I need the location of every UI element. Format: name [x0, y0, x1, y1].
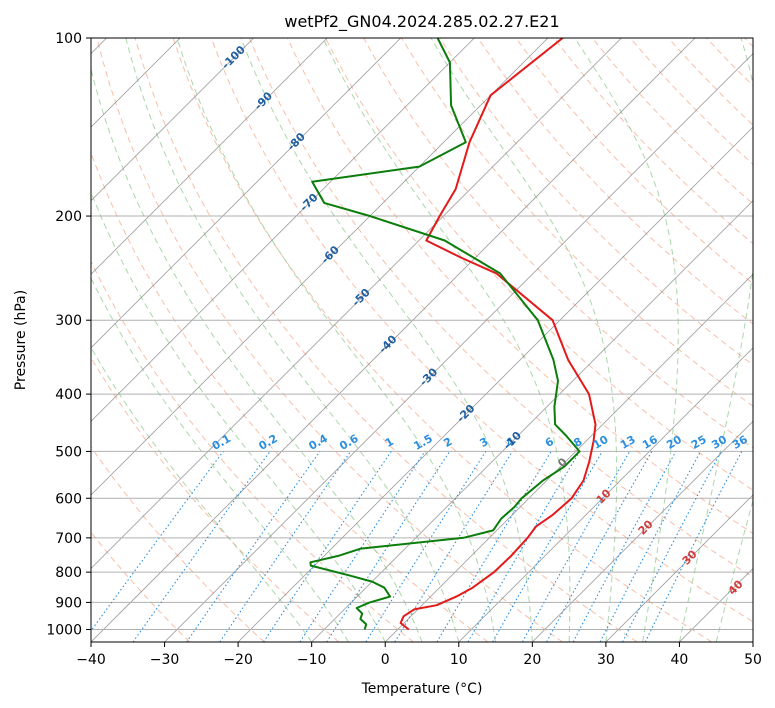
- x-tick-label: −40: [76, 652, 106, 668]
- mixing-ratio-line: [263, 451, 392, 642]
- y-tick-label: 400: [55, 387, 82, 403]
- data-layer: [309, 38, 597, 631]
- mixing-ratio-line: [186, 451, 321, 642]
- dry-adiabat-line: [210, 38, 753, 623]
- isotherm-line: [91, 38, 549, 496]
- isotherm-line: [91, 38, 696, 642]
- y-tick-label: 100: [55, 31, 82, 47]
- dewpoint-profile-line: [309, 38, 581, 630]
- isotherm-line: [384, 273, 753, 642]
- isotherm-line: [311, 200, 753, 642]
- moist-adiabat-line: [322, 38, 571, 642]
- y-tick-label: 1000: [46, 622, 82, 638]
- isotherm-line: [91, 38, 402, 349]
- moist-adiabat-line: [240, 38, 533, 642]
- x-tick-label: −10: [297, 652, 327, 668]
- dry-adiabat-line: [96, 38, 563, 642]
- moist-adiabat-line: [91, 67, 423, 642]
- mixing-ratio-line: [132, 451, 271, 642]
- isotherm-line: [91, 38, 622, 570]
- y-tick-label: 200: [55, 209, 82, 225]
- moist-adiabat-line: [125, 38, 460, 642]
- x-tick-label: 30: [597, 652, 615, 668]
- mixing-ratio-line: [394, 451, 513, 642]
- moist-adiabat-line: [430, 38, 618, 642]
- mixing-ratio-line: [572, 451, 677, 642]
- y-tick-label: 800: [55, 565, 82, 581]
- isotherm-line: [605, 494, 753, 642]
- dry-adiabat-line: [134, 38, 638, 642]
- dry-adiabat-line: [91, 260, 414, 642]
- isotherm-line: [91, 38, 328, 275]
- mixing-ratio-line: [91, 451, 224, 632]
- y-tick-label: 300: [55, 313, 82, 329]
- dry-adiabat-line: [325, 38, 753, 491]
- moist-adiabat-line: [176, 38, 497, 642]
- moist-adiabat-line: [715, 498, 753, 642]
- x-tick-label: 40: [671, 652, 689, 668]
- chart-title: wetPf2_GN04.2024.285.02.27.E21: [284, 12, 559, 32]
- x-axis-title: Temperature (°C): [361, 681, 483, 697]
- y-tick-label: 700: [55, 531, 82, 547]
- moist-adiabat-line: [91, 190, 386, 642]
- moist-adiabat-line: [678, 38, 753, 642]
- dry-adiabat-line: [248, 38, 753, 578]
- mixing-ratio-line: [219, 451, 352, 642]
- mixing-ratio-line: [522, 451, 631, 642]
- mixing-ratio-line: [546, 451, 653, 642]
- mixing-ratio-line: [299, 451, 426, 642]
- moist-adiabat-line: [574, 38, 679, 642]
- isotherm-line: [164, 52, 753, 642]
- plot-frame: [90, 37, 754, 643]
- mixing-ratio-line: [326, 451, 451, 642]
- isotherm-line: [91, 38, 475, 422]
- y-axis-title: Pressure (hPa): [13, 290, 29, 390]
- x-tick-label: 10: [450, 652, 468, 668]
- temperature-profile-line: [399, 38, 597, 631]
- dry-adiabat-line: [91, 356, 340, 642]
- dry-adiabat-line: [286, 38, 753, 535]
- isotherm-line: [91, 38, 254, 202]
- y-tick-label: 900: [55, 595, 82, 611]
- dry-adiabat-line: [515, 38, 753, 285]
- x-tick-label: 0: [381, 652, 390, 668]
- x-tick-label: 50: [744, 652, 762, 668]
- dry-adiabat-line: [172, 38, 713, 642]
- grid-layer: [91, 38, 753, 642]
- isotherm-line: [458, 347, 753, 642]
- dry-adiabat-line: [91, 445, 265, 642]
- mixing-ratio-line: [644, 451, 743, 642]
- axis-layer: −40 −30 −20 −10 0 10 20 30 40 50 100 200 300 400 500 60…: [46, 31, 762, 668]
- y-tick-label: 500: [55, 444, 82, 460]
- isotherm-line: [237, 126, 753, 642]
- x-tick-label: −20: [223, 652, 253, 668]
- moist-adiabat-line: [91, 277, 349, 642]
- y-tick-label: 600: [55, 491, 82, 507]
- x-tick-label: 20: [523, 652, 541, 668]
- isotherm-line: [532, 420, 753, 642]
- x-tick-label: −30: [150, 652, 180, 668]
